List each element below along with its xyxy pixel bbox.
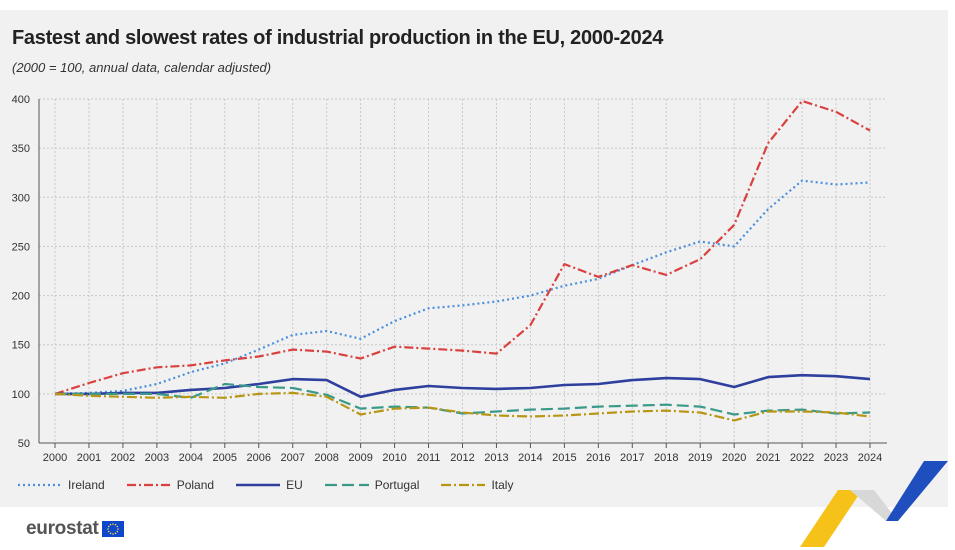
legend-swatch-italy — [441, 483, 486, 487]
x-tick-label: 2023 — [824, 452, 848, 464]
series-line-italy — [54, 391, 871, 422]
x-tick-label: 2004 — [179, 452, 203, 464]
x-tick-label: 2016 — [586, 452, 610, 464]
legend-item-portugal: Portugal — [324, 478, 420, 492]
x-tick-label: 2020 — [722, 452, 746, 464]
legend-swatch-eu — [236, 483, 281, 487]
legend-label-eu: EU — [286, 478, 303, 492]
x-tick-label: 2018 — [654, 452, 678, 464]
x-tick-label: 2010 — [382, 452, 406, 464]
x-tick-label: 2014 — [518, 452, 542, 464]
x-tick-label: 2019 — [688, 452, 712, 464]
y-tick-label: 200 — [12, 291, 30, 303]
chart-title: Fastest and slowest rates of industrial … — [12, 27, 664, 49]
chart-subtitle: (2000 = 100, annual data, calendar adjus… — [12, 60, 272, 75]
legend-swatch-ireland — [18, 483, 62, 487]
y-tick-label: 300 — [12, 192, 30, 204]
x-tick-label: 2009 — [348, 452, 372, 464]
legend-item-ireland: Ireland — [18, 478, 105, 492]
eu-flag-icon — [101, 521, 124, 537]
eurostat-logo: eurostat — [26, 518, 124, 540]
x-tick-label: 2001 — [77, 452, 101, 464]
x-tick-label: 2021 — [756, 452, 780, 464]
x-tick-label: 2005 — [213, 452, 237, 464]
logo-text: eurostat — [26, 518, 99, 539]
legend-swatch-portugal — [324, 483, 369, 487]
x-tick-label: 2022 — [790, 452, 814, 464]
legend-swatch-poland — [126, 483, 171, 487]
legend-item-poland: Poland — [126, 478, 215, 492]
x-tick-label: 2008 — [314, 452, 338, 464]
x-tick-label: 2013 — [484, 452, 508, 464]
series-line-eu — [55, 373, 871, 399]
chart-legend: Ireland Poland EU Portugal Italy — [18, 478, 535, 492]
x-tick-label: 2006 — [247, 452, 271, 464]
x-tick-label: 2015 — [552, 452, 576, 464]
legend-item-eu: EU — [236, 478, 303, 492]
y-tick-label: 100 — [12, 389, 30, 401]
y-tick-label: 50 — [18, 438, 30, 450]
series-line-ireland — [54, 179, 871, 395]
x-tick-label: 2002 — [111, 452, 135, 464]
y-tick-label: 400 — [12, 94, 30, 106]
x-tick-label: 2017 — [620, 452, 644, 464]
x-tick-label: 2007 — [280, 452, 304, 464]
chart-panel — [0, 10, 948, 507]
legend-label-italy: Italy — [491, 478, 514, 492]
x-tick-label: 2011 — [417, 452, 441, 464]
y-tick-label: 350 — [12, 143, 30, 155]
x-tick-label: 2024 — [858, 452, 882, 464]
y-tick-label: 150 — [12, 340, 30, 352]
decorative-chevron-icon — [800, 461, 948, 547]
legend-label-ireland: Ireland — [68, 478, 105, 492]
x-tick-label: 2003 — [145, 452, 169, 464]
y-tick-label: 250 — [12, 241, 30, 253]
legend-item-italy: Italy — [441, 478, 513, 492]
legend-label-poland: Poland — [176, 478, 215, 492]
legend-label-portugal: Portugal — [374, 478, 420, 492]
series-line-poland — [54, 99, 871, 395]
x-tick-label: 2012 — [450, 452, 474, 464]
x-tick-label: 2000 — [43, 452, 67, 464]
